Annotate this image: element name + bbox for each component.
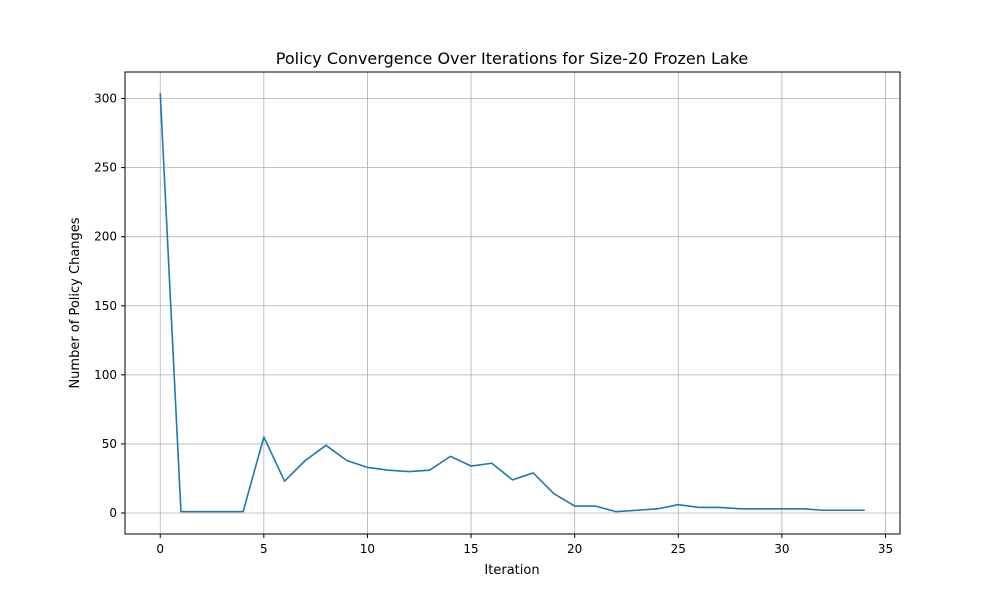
x-axis: 0 5 10 15 20 25 30 35 bbox=[156, 534, 893, 556]
x-tick-label: 0 bbox=[156, 542, 164, 556]
x-tick-label: 35 bbox=[878, 542, 893, 556]
x-tick-label: 15 bbox=[463, 542, 478, 556]
x-tick-label: 20 bbox=[567, 542, 582, 556]
y-tick-label: 100 bbox=[94, 368, 117, 382]
series-layer bbox=[159, 92, 865, 513]
y-tick-label: 150 bbox=[94, 299, 117, 313]
plot-frame bbox=[124, 71, 901, 535]
grid-layer bbox=[125, 72, 900, 534]
y-tick-label: 0 bbox=[109, 506, 117, 520]
chart-title: Policy Convergence Over Iterations for S… bbox=[276, 49, 748, 68]
y-axis-label: Number of Policy Changes bbox=[68, 217, 83, 388]
x-tick-label: 5 bbox=[260, 542, 268, 556]
y-tick-label: 250 bbox=[94, 161, 117, 175]
y-tick-label: 300 bbox=[94, 92, 117, 106]
x-tick-label: 25 bbox=[671, 542, 686, 556]
y-tick-label: 200 bbox=[94, 230, 117, 244]
x-tick-label: 10 bbox=[360, 542, 375, 556]
y-axis: 0 50 100 150 200 250 300 bbox=[94, 92, 125, 520]
x-tick-label: 30 bbox=[774, 542, 789, 556]
y-tick-label: 50 bbox=[102, 437, 117, 451]
x-axis-label: Iteration bbox=[484, 563, 539, 578]
